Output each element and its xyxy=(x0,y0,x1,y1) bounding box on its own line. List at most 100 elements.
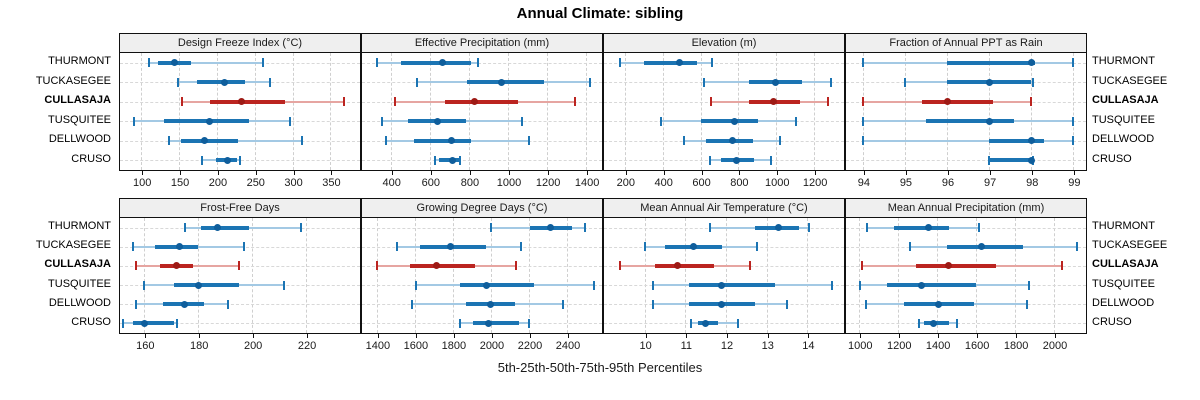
panel-title: Design Freeze Index (°C) xyxy=(177,37,303,49)
axis-tick xyxy=(739,171,741,175)
gridline-vertical xyxy=(306,218,308,333)
median-dot xyxy=(439,59,447,67)
whisker-cap-5th xyxy=(135,299,138,309)
panel-strip: Effective Precipitation (mm) xyxy=(362,34,602,53)
panel-design-freeze-index-c: Design Freeze Index (°C) 100 150 200 250 300 3… xyxy=(119,33,361,189)
panel-frost-free-days: Frost-Free Days 160 180 200 220 xyxy=(119,198,361,352)
whisker-cap-5th xyxy=(181,97,184,107)
median-dot xyxy=(1027,137,1035,145)
site-label-right: THURMONT xyxy=(1092,220,1155,233)
whisker-cap-95th xyxy=(1076,242,1079,252)
panel-title: Mean Annual Air Temperature (°C) xyxy=(640,202,808,214)
median-dot xyxy=(775,224,783,232)
median-dot xyxy=(729,137,737,145)
axis-tick xyxy=(625,171,627,175)
whisker-cap-5th xyxy=(690,318,693,328)
gridline-vertical xyxy=(567,218,568,333)
gridline-vertical xyxy=(429,53,431,170)
median-dot xyxy=(676,59,684,67)
axis-tick-label: 1000 xyxy=(496,177,522,189)
axis-tick-label: 300 xyxy=(284,177,303,189)
gridline-horizontal xyxy=(362,62,602,64)
panel-plot xyxy=(362,218,602,333)
whisker-cap-5th xyxy=(416,77,419,87)
gridline-vertical xyxy=(468,53,470,170)
site-label-right: CRUSO xyxy=(1092,152,1132,165)
panel-plot xyxy=(604,53,844,170)
gridline-vertical xyxy=(766,218,768,333)
panel-strip: Frost-Free Days xyxy=(120,199,360,218)
median-dot xyxy=(194,281,202,289)
site-label-left: CULLASAJA xyxy=(44,94,111,107)
axis-tick-label: 200 xyxy=(243,340,263,352)
whisker-cap-95th xyxy=(978,223,981,233)
median-dot xyxy=(985,78,993,86)
median-dot xyxy=(447,137,455,145)
median-dot xyxy=(171,59,178,67)
axis-tick-label: 600 xyxy=(692,177,711,189)
axis-tick-label: 1400 xyxy=(925,340,951,352)
gridline-vertical xyxy=(1015,218,1017,333)
axis-tick xyxy=(415,334,417,338)
median-dot xyxy=(220,78,228,86)
whisker-cap-5th xyxy=(703,77,706,87)
gridline-vertical xyxy=(644,218,646,333)
axis-tick-label: 600 xyxy=(421,177,440,189)
median-dot xyxy=(718,281,726,289)
median-dot xyxy=(200,137,208,145)
percentile-range-25-75 xyxy=(654,263,714,268)
whisker-cap-95th xyxy=(289,116,292,126)
site-label-left: THURMONT xyxy=(48,220,111,233)
whisker-cap-5th xyxy=(619,261,622,271)
axis-tick-label: 1400 xyxy=(365,340,391,352)
gridline-vertical xyxy=(662,53,664,170)
whisker-cap-95th xyxy=(476,58,479,68)
axis-tick xyxy=(645,334,647,338)
whisker-cap-95th xyxy=(769,155,772,165)
gridline-horizontal xyxy=(846,160,1086,162)
axis-tick xyxy=(217,171,219,175)
axis-tick xyxy=(686,334,688,338)
axis-tick xyxy=(938,334,940,338)
site-label-left: TUSQUITEE xyxy=(48,277,111,290)
percentile-range-25-75 xyxy=(133,321,174,326)
percentile-range-25-75 xyxy=(947,60,1036,65)
axis-tick-label: 98 xyxy=(1026,177,1039,189)
panel-plot xyxy=(120,218,360,333)
gridline-horizontal xyxy=(362,160,602,162)
whisker-cap-5th xyxy=(861,261,864,271)
axis-tick xyxy=(977,334,979,338)
axis-tick-label: 1000 xyxy=(847,340,873,352)
site-label-right: DELLWOOD xyxy=(1092,296,1155,309)
whisker-cap-5th xyxy=(380,116,383,126)
whisker-cap-95th xyxy=(520,242,523,252)
axis-tick-label: 10 xyxy=(639,340,652,352)
median-dot xyxy=(732,156,740,164)
axis-tick xyxy=(1074,171,1076,175)
axis-tick-label: 2000 xyxy=(1042,340,1068,352)
whisker-cap-95th xyxy=(795,116,798,126)
median-dot xyxy=(977,243,985,251)
axis-tick xyxy=(568,334,569,338)
site-label-left: DELLWOOD xyxy=(48,133,111,146)
median-dot xyxy=(471,98,479,106)
whisker-cap-5th xyxy=(183,223,186,233)
axis-tick-label: 14 xyxy=(802,340,815,352)
axis-tick-label: 1000 xyxy=(764,177,790,189)
panel-plot xyxy=(846,53,1086,170)
whisker-cap-95th xyxy=(243,242,246,252)
axis-tick xyxy=(253,334,255,338)
whisker-cap-95th xyxy=(755,242,758,252)
axis-tick xyxy=(142,171,144,175)
panel-strip: Design Freeze Index (°C) xyxy=(120,34,360,53)
axis-tick xyxy=(255,171,257,175)
axis-tick xyxy=(453,334,455,338)
gridline-vertical xyxy=(776,53,778,170)
whisker-cap-5th xyxy=(147,58,150,68)
percentile-range-25-75 xyxy=(210,99,286,104)
site-label-right: CRUSO xyxy=(1092,315,1132,328)
whisker-cap-5th xyxy=(132,242,135,252)
axis-tick-label: 1200 xyxy=(535,177,561,189)
